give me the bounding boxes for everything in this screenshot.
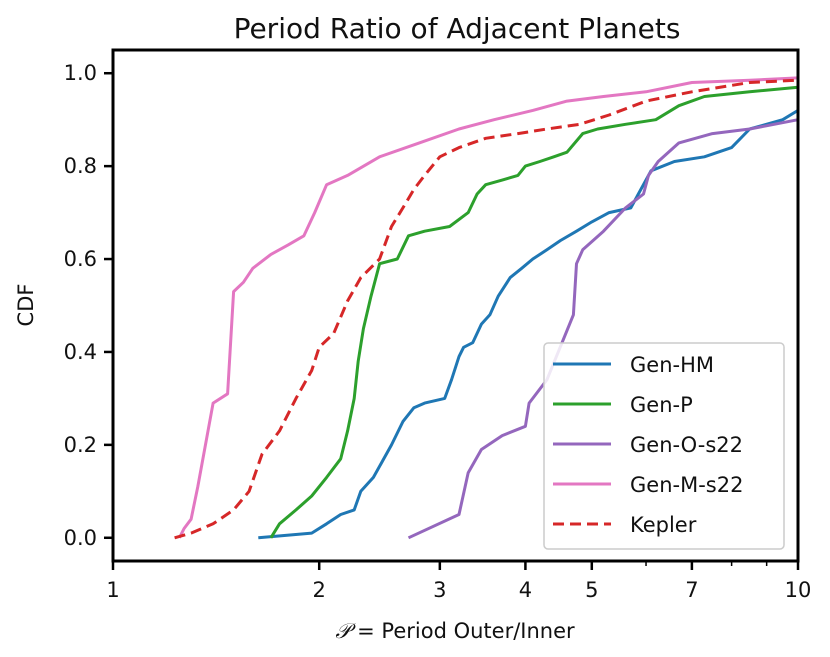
- x-tick-label: 4: [519, 578, 532, 602]
- series-line-gen-hm: [258, 109, 799, 540]
- x-tick-label: 2: [313, 578, 326, 602]
- y-axis-label: CDF: [14, 284, 38, 327]
- y-tick-label: 1.0: [64, 61, 97, 85]
- legend-label: Gen-O-s22: [630, 433, 743, 457]
- series-line-gen-m-s22: [178, 76, 799, 539]
- series-line-gen-p: [269, 85, 799, 539]
- x-tick-label: 10: [785, 578, 812, 602]
- x-tick-label: 3: [433, 578, 446, 602]
- legend-label: Gen-HM: [630, 353, 714, 377]
- x-axis-label-text: = Period Outer/Inner: [350, 619, 575, 643]
- series-line-kepler: [174, 78, 799, 540]
- y-tick-label: 0.4: [64, 340, 97, 364]
- x-tick-label: 7: [685, 578, 698, 602]
- legend-box: [543, 342, 785, 550]
- series-line-gen-o-s22: [407, 118, 799, 540]
- x-axis-label: 𝒫 = Period Outer/Inner: [335, 619, 575, 643]
- y-tick-label: 0.0: [64, 526, 97, 550]
- y-tick-label: 0.2: [64, 433, 97, 457]
- legend-label: Kepler: [630, 513, 697, 537]
- legend: Gen-HM Gen-P Gen-O-s22 Gen-M-s22 Kepler: [543, 342, 785, 550]
- legend-label: Gen-P: [630, 393, 693, 417]
- y-tick-label: 0.6: [64, 247, 97, 271]
- y-tick-label: 0.8: [64, 154, 97, 178]
- x-tick-label: 1: [106, 578, 119, 602]
- legend-label: Gen-M-s22: [630, 473, 743, 497]
- x-tick-label: 5: [585, 578, 598, 602]
- axes-frame: [111, 48, 800, 563]
- chart-title: Period Ratio of Adjacent Planets: [234, 12, 681, 45]
- plot-area: [174, 76, 799, 540]
- axis-ticks: 1 2 3 4 5 7 10 0.0 0.2 0.4 0.6 0.8 1.0: [64, 61, 812, 602]
